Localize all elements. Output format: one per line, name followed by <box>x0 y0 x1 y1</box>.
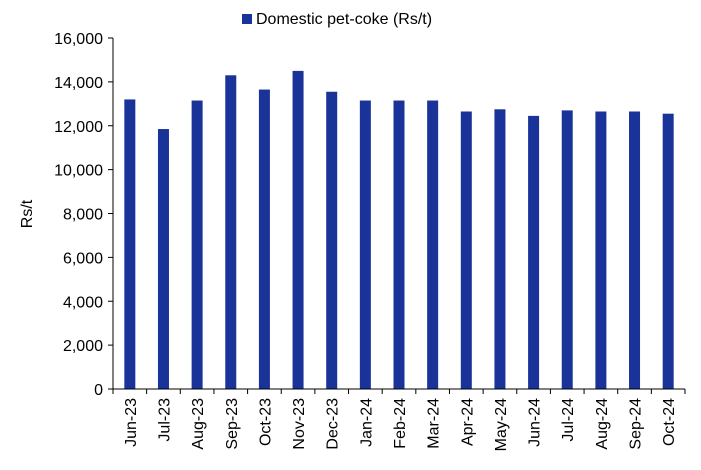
bar-aug-24 <box>595 111 607 389</box>
x-tick-label: Sep-24 <box>628 398 645 450</box>
bar-aug-23 <box>191 100 203 389</box>
x-tick-label: Mar-24 <box>426 398 443 449</box>
y-tick-label: 16,000 <box>54 31 103 48</box>
bar-oct-23 <box>258 89 270 389</box>
y-tick-label: 10,000 <box>54 163 103 180</box>
x-tick-label: Feb-24 <box>392 398 409 449</box>
bar-mar-24 <box>427 100 439 389</box>
bar-jun-23 <box>124 99 136 390</box>
x-tick-label: Jul-24 <box>560 398 577 442</box>
x-tick-label: May-24 <box>493 398 510 451</box>
y-tick-label: 0 <box>94 382 103 399</box>
y-tick-label: 8,000 <box>63 207 103 224</box>
x-tick-label: Nov-23 <box>291 398 308 450</box>
bar-nov-23 <box>292 70 304 389</box>
y-tick-label: 4,000 <box>63 294 103 311</box>
legend: Domestic pet-coke (Rs/t) <box>242 11 432 28</box>
x-tick-label: Jan-24 <box>358 398 375 447</box>
bar-jul-24 <box>561 110 573 390</box>
x-tick-label: Oct-23 <box>257 398 274 446</box>
y-axis-ticks: 0 2,000 4,000 6,000 8,000 10,000 12,000 14,000 1… <box>54 31 113 399</box>
bars <box>124 70 674 390</box>
x-tick-label: Jun-23 <box>123 398 140 447</box>
x-tick-label: Dec-23 <box>325 398 342 450</box>
bar-jun-24 <box>528 115 540 390</box>
bar-jan-24 <box>359 100 371 389</box>
bar-may-24 <box>494 109 506 389</box>
y-tick-label: 2,000 <box>63 338 103 355</box>
bar-dec-23 <box>326 91 338 389</box>
x-tick-label: Apr-24 <box>459 398 476 446</box>
bar-oct-24 <box>662 113 674 389</box>
y-tick-label: 14,000 <box>54 75 103 92</box>
x-tick-label: Jun-24 <box>527 398 544 447</box>
bar-jul-23 <box>157 129 169 389</box>
y-tick-label: 6,000 <box>63 250 103 267</box>
x-tick-label: Jul-23 <box>156 398 173 442</box>
y-tick-label: 12,000 <box>54 119 103 136</box>
x-axis-ticks: Jun-23 Jul-23 Aug-23 Sep-23 Oct-23 Nov-23 Dec-… <box>112 389 686 451</box>
x-tick-label: Aug-24 <box>594 398 611 450</box>
bar-sep-23 <box>225 75 237 389</box>
bar-sep-24 <box>629 111 641 389</box>
y-axis-title: Rs/t <box>19 199 36 228</box>
legend-label: Domestic pet-coke (Rs/t) <box>256 11 432 28</box>
bar-feb-24 <box>393 100 405 389</box>
legend-swatch <box>242 14 252 24</box>
x-tick-label: Oct-24 <box>661 398 678 446</box>
x-tick-label: Sep-23 <box>224 398 241 450</box>
x-tick-label: Aug-23 <box>190 398 207 450</box>
bar-apr-24 <box>460 111 472 389</box>
